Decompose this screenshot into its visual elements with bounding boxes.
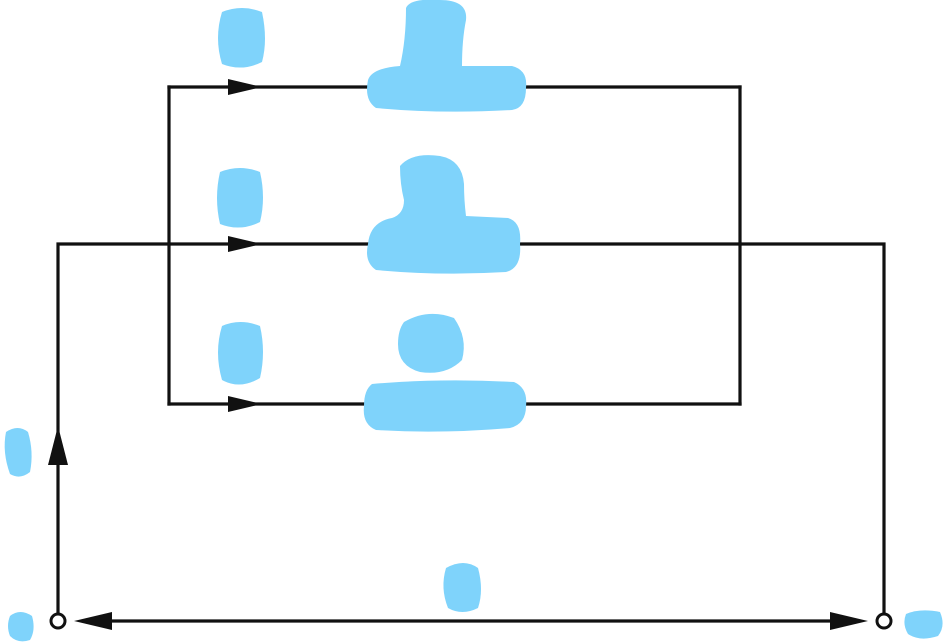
bottom-arrowhead-right [830, 612, 868, 630]
right-terminal-label-redaction [904, 610, 943, 639]
left-terminal-label-redaction [8, 612, 34, 642]
bottom-label-redaction [443, 563, 481, 612]
branch-2-label-redaction [217, 168, 263, 228]
row-1-arrowhead [228, 79, 262, 95]
element-2-redaction [367, 155, 521, 274]
element-3-redaction-bar [363, 380, 527, 432]
row-2-arrowhead [228, 236, 262, 252]
outer-right-wire [738, 242, 886, 622]
element-1-redaction [367, 0, 527, 112]
row-3-arrowhead [228, 396, 262, 412]
left-vertical-arrowhead [48, 426, 68, 465]
left-vertical-label-redaction [4, 428, 32, 477]
bottom-arrowhead-left [74, 612, 112, 630]
element-3-redaction-top [398, 313, 464, 373]
branch-3-label-redaction [218, 322, 263, 385]
left-terminal [49, 612, 67, 630]
right-terminal [875, 612, 893, 630]
outer-left-wire [56, 242, 742, 622]
branch-1-label-redaction [218, 8, 265, 68]
